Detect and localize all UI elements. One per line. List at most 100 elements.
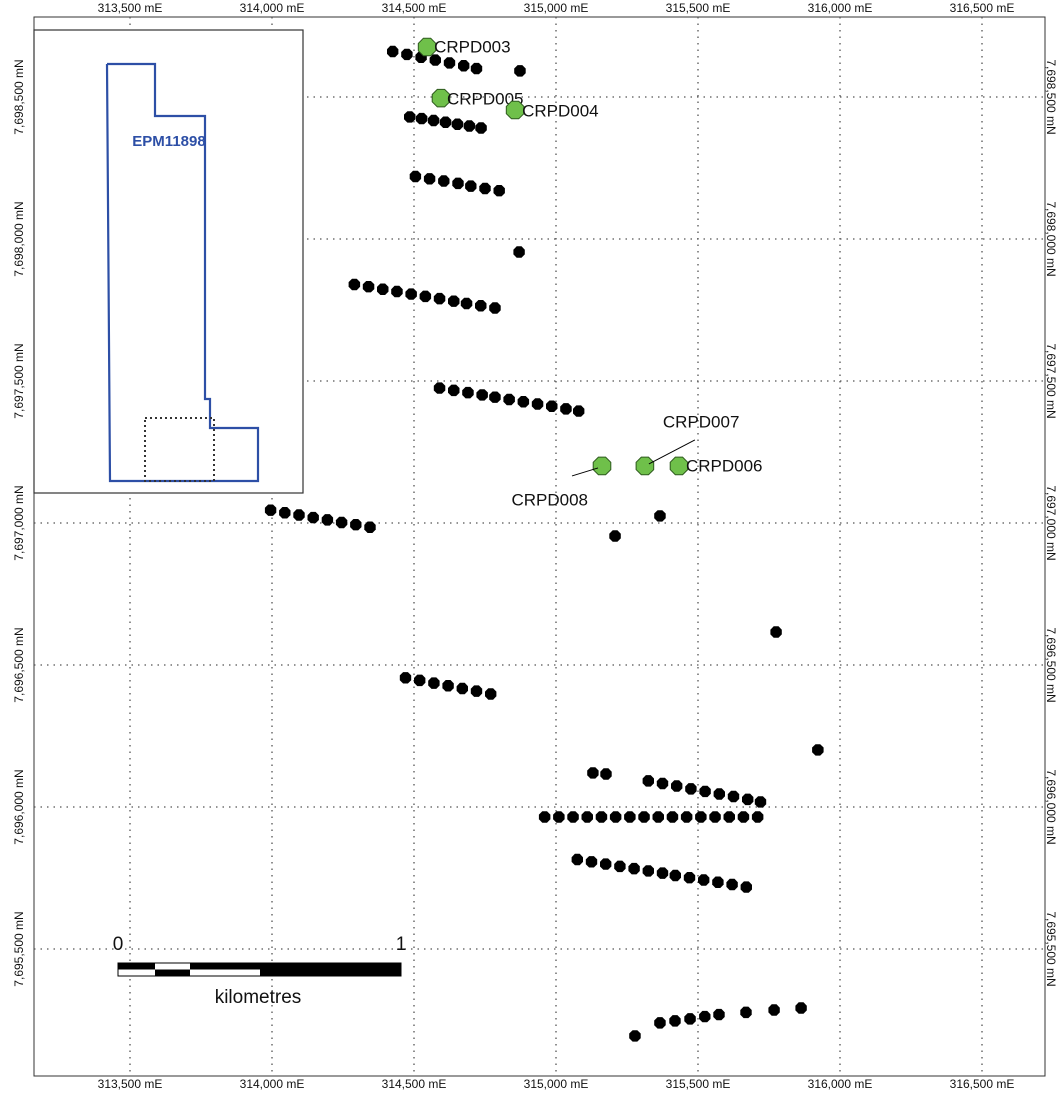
drill-hole — [264, 504, 277, 516]
scale-segment — [260, 963, 401, 976]
x-tick-label: 314,500 mE — [382, 1, 447, 15]
collar-label: CRPD005 — [447, 90, 524, 109]
drill-hole — [656, 777, 669, 790]
drill-hole — [293, 509, 305, 521]
drill-hole — [362, 281, 375, 293]
y-tick-label: 7,698,000 mN — [12, 201, 26, 276]
drill-hole — [624, 811, 636, 823]
drill-hole — [685, 783, 697, 795]
drill-hole — [429, 54, 441, 66]
drill-hole — [391, 285, 403, 298]
drill-hole — [419, 290, 432, 303]
drill-hole — [479, 182, 491, 195]
drill-hole — [452, 177, 464, 190]
drill-hole — [513, 246, 525, 258]
drill-hole — [470, 62, 483, 75]
drill-hole — [600, 768, 612, 780]
drill-hole — [438, 175, 450, 187]
drill-hole — [754, 796, 767, 808]
scale-end: 1 — [396, 934, 407, 955]
drill-hole — [812, 744, 824, 756]
inset-map: EPM11898 — [33, 29, 304, 494]
drill-hole — [465, 180, 477, 192]
drill-hole — [517, 396, 530, 408]
collar — [635, 456, 655, 476]
drill-hole — [399, 672, 412, 684]
drill-hole — [642, 775, 654, 787]
drill-hole — [489, 391, 501, 403]
drill-hole — [629, 1030, 641, 1042]
y-tick-label: 7,697,000 mN — [12, 485, 26, 560]
collar-label: CRPD004 — [522, 102, 599, 121]
x-tick-label: 314,500 mE — [382, 1077, 447, 1091]
drill-hole — [669, 869, 681, 882]
drill-hole — [405, 288, 417, 300]
drill-hole — [573, 405, 585, 417]
x-tick-label: 315,000 mE — [524, 1, 589, 15]
drill-hole — [415, 112, 428, 125]
drill-hole — [442, 680, 454, 692]
drill-hole — [684, 1013, 696, 1025]
drill-hole — [462, 386, 474, 399]
drill-hole — [531, 398, 544, 410]
drill-hole — [656, 867, 669, 879]
drill-hole — [642, 865, 654, 877]
drill-hole — [712, 876, 724, 888]
drill-hole — [439, 116, 452, 128]
drill-hole — [460, 297, 473, 310]
drill-hole — [443, 57, 456, 69]
drill-hole — [666, 811, 679, 823]
drill-hole — [475, 122, 487, 134]
drill-hole — [458, 60, 470, 72]
drill-hole — [546, 400, 558, 412]
drill-hole — [433, 382, 446, 394]
drill-hole — [401, 48, 413, 61]
drill-hole — [713, 1008, 725, 1021]
drill-hole — [409, 170, 422, 183]
collar — [417, 37, 437, 57]
collar-label: CRPD007 — [663, 412, 740, 431]
drill-hole — [538, 811, 551, 823]
drill-hole — [654, 510, 666, 522]
y-tick-label: 7,696,000 mN — [1044, 769, 1058, 844]
drill-hole — [404, 111, 416, 123]
collar — [592, 456, 612, 476]
drill-hole — [428, 677, 440, 689]
y-tick-label: 7,696,000 mN — [12, 769, 26, 844]
collar-label: CRPD008 — [511, 490, 588, 509]
drill-hole — [387, 45, 399, 58]
x-tick-label: 313,500 mE — [98, 1077, 163, 1091]
drill-hole — [683, 872, 696, 884]
drill-hole — [279, 507, 291, 519]
drill-hole — [699, 785, 711, 798]
drill-hole — [740, 881, 752, 893]
x-tick-label: 315,000 mE — [524, 1077, 589, 1091]
drill-hole — [514, 65, 526, 77]
drill-hole — [489, 302, 501, 314]
drill-hole — [348, 278, 361, 291]
y-tick-label: 7,697,500 mN — [1044, 343, 1058, 418]
drill-hole — [628, 862, 640, 875]
drill-hole — [638, 811, 650, 823]
drill-hole — [560, 403, 572, 415]
drill-hole — [695, 811, 707, 823]
drill-hole — [476, 389, 488, 401]
drill-hole — [709, 811, 721, 823]
drill-hole — [654, 1017, 666, 1029]
scale-bar: 0 1 kilometres — [113, 934, 407, 1008]
y-tick-label: 7,696,500 mN — [1044, 627, 1058, 702]
drill-hole — [609, 530, 621, 542]
drill-hole — [770, 626, 782, 638]
drill-hole — [795, 1002, 807, 1014]
drill-hole — [567, 811, 579, 823]
drill-hole — [307, 511, 319, 524]
drill-hole — [587, 767, 599, 779]
drill-hole — [751, 811, 764, 823]
y-tick-label: 7,695,500 mN — [1044, 911, 1058, 986]
drill-hole — [451, 118, 464, 130]
y-tick-label: 7,696,500 mN — [12, 627, 26, 702]
drill-hole — [680, 811, 693, 823]
drill-hole — [321, 514, 334, 526]
